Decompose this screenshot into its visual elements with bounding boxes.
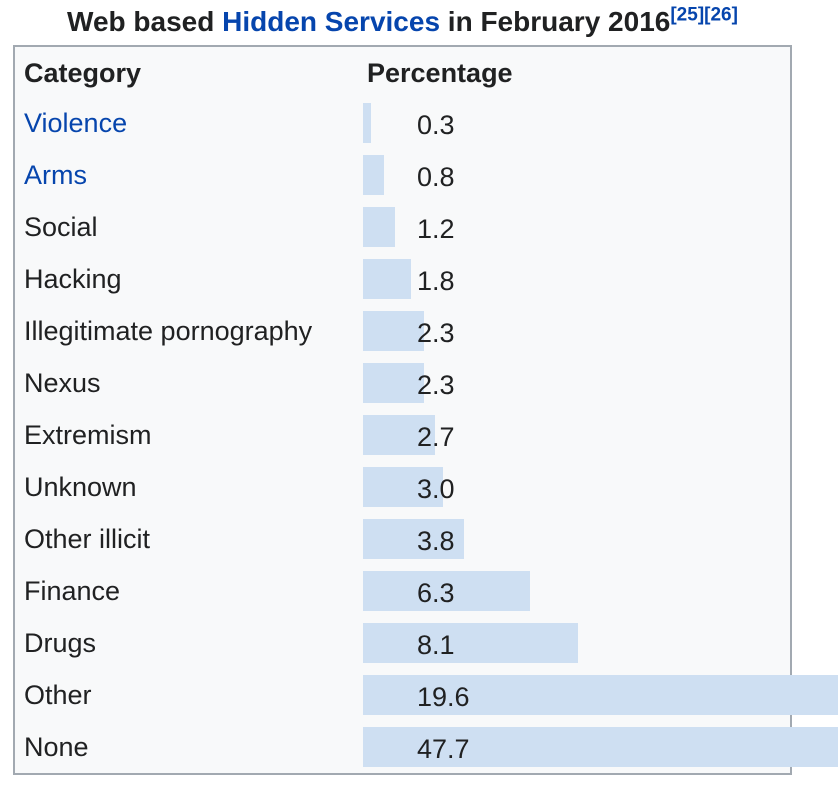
percentage-bar bbox=[363, 623, 578, 663]
category-link[interactable]: Violence bbox=[24, 108, 128, 138]
data-table: Category Percentage Violence 0.3 Arms 0.8 So… bbox=[13, 45, 838, 775]
category-label: Unknown bbox=[24, 472, 137, 502]
percentage-bar bbox=[363, 519, 464, 559]
percentage-bar bbox=[363, 467, 443, 507]
hidden-services-link[interactable]: Hidden Services bbox=[222, 6, 441, 37]
category-link[interactable]: Arms bbox=[24, 160, 87, 190]
percentage-bar bbox=[363, 311, 424, 351]
table-row: Social 1.2 bbox=[15, 201, 790, 253]
table-row: Other illicit 3.8 bbox=[15, 513, 790, 565]
category-label: None bbox=[24, 732, 89, 762]
category-label: Social bbox=[24, 212, 98, 242]
percentage-value: 3.0 bbox=[417, 474, 455, 504]
percentage-value: 2.3 bbox=[417, 318, 455, 348]
table-row: Extremism 2.7 bbox=[15, 409, 790, 461]
table-header-row: Category Percentage bbox=[15, 47, 790, 97]
category-label: Other illicit bbox=[24, 524, 151, 554]
percentage-column-header: Percentage bbox=[367, 58, 513, 88]
caption-suffix: in February 2016 bbox=[440, 6, 671, 37]
percentage-bar bbox=[363, 103, 371, 143]
reference-25-link[interactable]: [25] bbox=[670, 4, 705, 26]
table-body: Violence 0.3 Arms 0.8 Social 1.2 Hacking 1.8 Ill… bbox=[15, 97, 838, 773]
percentage-bar bbox=[363, 727, 838, 767]
percentage-value: 0.8 bbox=[417, 162, 455, 192]
percentage-value: 2.3 bbox=[417, 370, 455, 400]
table-row: Unknown 3.0 bbox=[15, 461, 790, 513]
percentage-value: 47.7 bbox=[417, 734, 470, 764]
percentage-value: 19.6 bbox=[417, 682, 470, 712]
percentage-value: 2.7 bbox=[417, 422, 455, 452]
percentage-value: 1.8 bbox=[417, 266, 455, 296]
table-row: Violence 0.3 bbox=[15, 97, 790, 149]
percentage-value: 3.8 bbox=[417, 526, 455, 556]
category-label: Extremism bbox=[24, 420, 152, 450]
table-caption: Web based Hidden Services in February 20… bbox=[13, 1, 792, 43]
table-row: Finance 6.3 bbox=[15, 565, 790, 617]
percentage-value: 0.3 bbox=[417, 110, 455, 140]
category-column-header: Category bbox=[24, 58, 142, 88]
category-label: Hacking bbox=[24, 264, 122, 294]
table-row: Arms 0.8 bbox=[15, 149, 790, 201]
percentage-bar bbox=[363, 155, 385, 195]
caption-references: [25][26] bbox=[670, 5, 738, 26]
category-label: Drugs bbox=[24, 628, 97, 658]
table-row: Other 19.6 bbox=[15, 669, 838, 721]
table-row: Illegitimate pornography 2.3 bbox=[15, 305, 790, 357]
percentage-bar bbox=[363, 571, 530, 611]
percentage-bar bbox=[363, 415, 435, 455]
percentage-bar bbox=[363, 675, 838, 715]
percentage-value: 1.2 bbox=[417, 214, 455, 244]
category-label: Nexus bbox=[24, 368, 101, 398]
reference-26-link[interactable]: [26] bbox=[704, 4, 738, 26]
percentage-value: 8.1 bbox=[417, 630, 455, 660]
category-label: Other bbox=[24, 680, 92, 710]
percentage-bar bbox=[363, 207, 395, 247]
table-row: None 47.7 bbox=[15, 721, 838, 773]
table-row: Hacking 1.8 bbox=[15, 253, 790, 305]
table-row: Nexus 2.3 bbox=[15, 357, 790, 409]
caption-prefix: Web based bbox=[67, 6, 223, 37]
category-label: Finance bbox=[24, 576, 121, 606]
category-label: Illegitimate pornography bbox=[24, 316, 313, 346]
percentage-bar bbox=[363, 259, 411, 299]
percentage-bar bbox=[363, 363, 424, 403]
table-row: Drugs 8.1 bbox=[15, 617, 790, 669]
percentage-value: 6.3 bbox=[417, 578, 455, 608]
